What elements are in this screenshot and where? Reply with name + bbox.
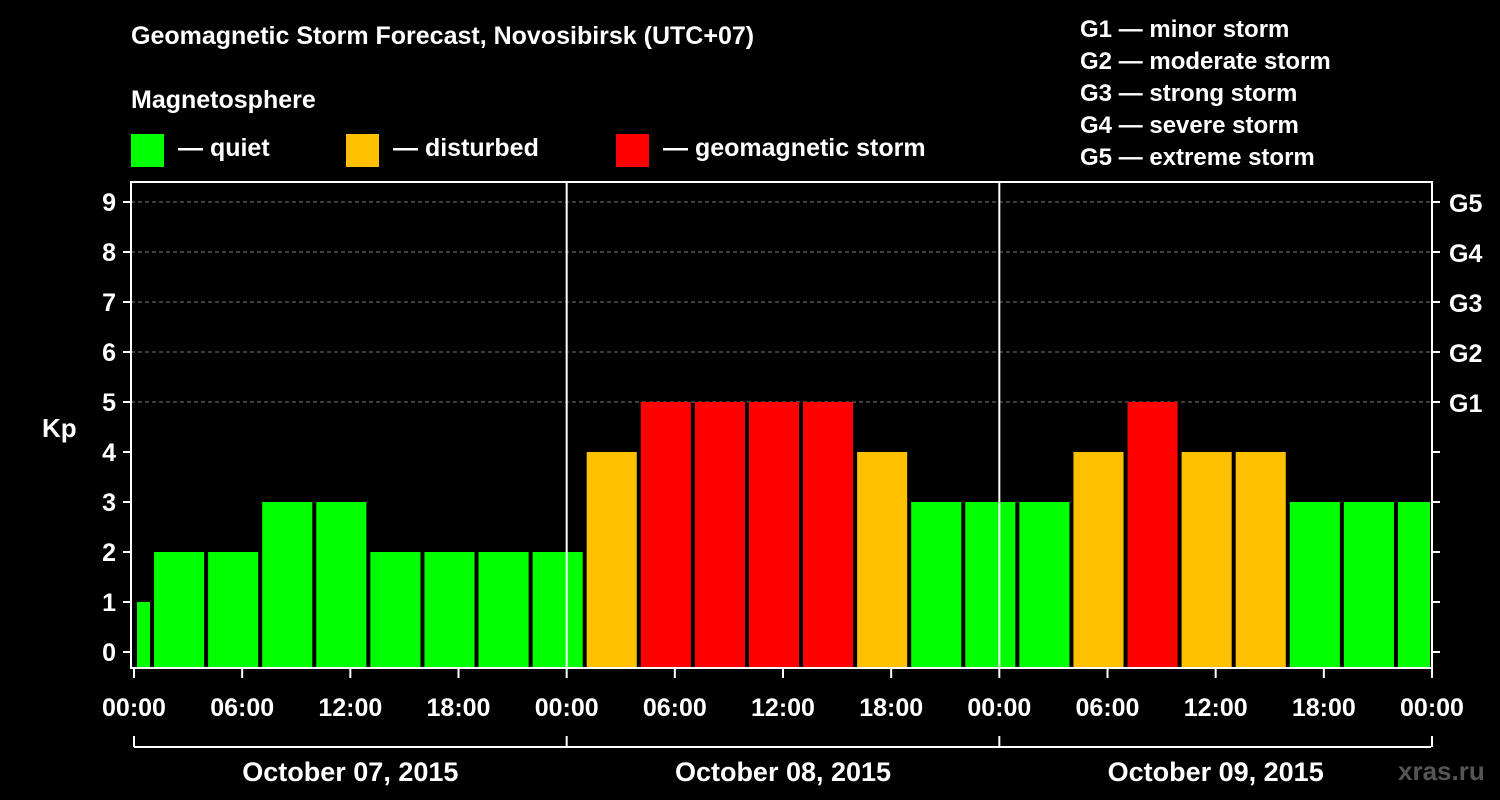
g-level-label: G2 <box>1449 340 1482 368</box>
kp-bar <box>748 402 800 668</box>
g-scale-item: G5 — extreme storm <box>1080 144 1315 171</box>
kp-bar <box>424 552 475 668</box>
x-tick-label: 00:00 <box>535 694 599 722</box>
kp-bar <box>478 552 529 668</box>
x-tick-label: 00:00 <box>102 694 166 722</box>
kp-bar <box>1019 502 1070 668</box>
kp-bar <box>803 402 854 668</box>
x-tick-label: 12:00 <box>751 694 815 722</box>
y-tick-label: 7 <box>102 289 116 317</box>
g-scale-item: G1 — minor storm <box>1080 16 1290 43</box>
y-tick-label: 6 <box>102 339 116 367</box>
g-level-label: G4 <box>1449 240 1482 268</box>
kp-bar <box>1343 502 1394 668</box>
g-scale-item: G4 — severe storm <box>1080 112 1299 139</box>
y-tick-label: 1 <box>102 589 116 617</box>
x-tick-label: 18:00 <box>427 694 491 722</box>
kp-bar <box>137 602 151 668</box>
watermark: xras.ru <box>1398 756 1485 786</box>
kp-bar <box>857 452 908 668</box>
kp-bar <box>154 552 205 668</box>
x-tick-label: 18:00 <box>1292 694 1356 722</box>
legend-quiet-label: — quiet <box>178 134 270 162</box>
plot-frame <box>130 181 1433 669</box>
g-scale-item: G2 — moderate storm <box>1080 48 1331 75</box>
kp-bar <box>1289 502 1340 668</box>
x-tick-label: 00:00 <box>967 694 1031 722</box>
y-tick-label: 3 <box>102 489 116 517</box>
legend-storm-label: — geomagnetic storm <box>663 134 926 162</box>
g-scale-legend: G1 — minor storm G2 — moderate storm G3 … <box>1080 14 1331 174</box>
x-tick-label: 18:00 <box>859 694 923 722</box>
kp-bar <box>208 552 259 668</box>
x-tick-label: 06:00 <box>1076 694 1140 722</box>
y-tick-label: 2 <box>102 539 116 567</box>
g-level-label: G5 <box>1449 190 1482 218</box>
kp-bar <box>1127 402 1178 668</box>
legend-disturbed-label: — disturbed <box>393 134 539 162</box>
x-tick-label: 12:00 <box>318 694 382 722</box>
g-level-label: G1 <box>1449 390 1482 418</box>
kp-bar <box>1235 452 1286 668</box>
kp-bar <box>965 502 1016 668</box>
y-tick-label: 0 <box>102 639 116 667</box>
kp-bar <box>1397 502 1430 668</box>
date-label: October 09, 2015 <box>1108 757 1324 787</box>
magnetosphere-label: Magnetosphere <box>131 86 316 114</box>
g-level-label: G3 <box>1449 290 1482 318</box>
kp-bar <box>640 402 691 668</box>
date-label: October 07, 2015 <box>242 757 458 787</box>
x-tick-label: 06:00 <box>210 694 274 722</box>
kp-bar <box>1181 452 1232 668</box>
kp-bar <box>1073 452 1124 668</box>
y-tick-label: 5 <box>102 389 116 417</box>
y-tick-label: 4 <box>102 439 116 467</box>
y-axis-title: Kp <box>42 413 77 443</box>
kp-bar <box>316 502 367 668</box>
kp-bar <box>911 502 962 668</box>
g-scale-item: G3 — strong storm <box>1080 80 1298 107</box>
x-tick-label: 12:00 <box>1184 694 1248 722</box>
kp-bar <box>262 502 313 668</box>
x-tick-label: 00:00 <box>1400 694 1464 722</box>
y-tick-label: 9 <box>102 189 116 217</box>
legend-storm-swatch <box>616 134 649 167</box>
kp-bar <box>694 402 745 668</box>
legend-quiet-swatch <box>131 134 164 167</box>
kp-bar <box>370 552 421 668</box>
chart-title: Geomagnetic Storm Forecast, Novosibirsk … <box>131 22 755 50</box>
date-label: October 08, 2015 <box>675 757 891 787</box>
y-tick-label: 8 <box>102 239 116 267</box>
legend-disturbed-swatch <box>346 134 379 167</box>
x-tick-label: 06:00 <box>643 694 707 722</box>
kp-bar <box>532 552 583 668</box>
kp-bar <box>586 452 637 668</box>
